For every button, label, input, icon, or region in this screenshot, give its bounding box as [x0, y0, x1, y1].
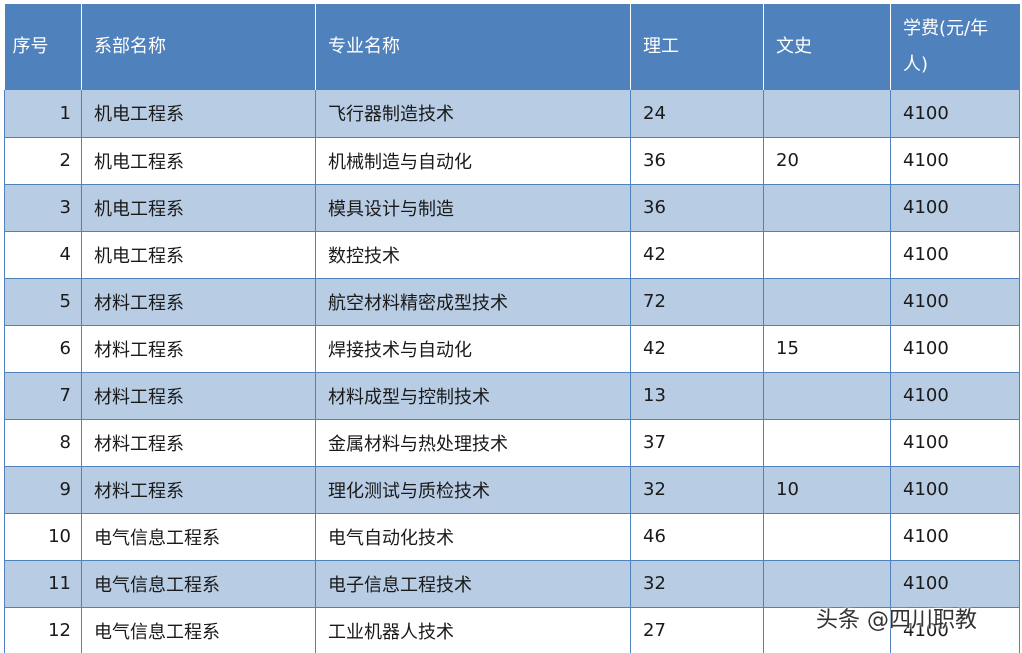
header-department: 系部名称 — [81, 4, 316, 90]
table-header: 序号 系部名称 专业名称 理工 文史 学费(元/年人) — [4, 4, 1020, 90]
cell-arts — [763, 560, 891, 608]
cell-science: 27 — [630, 607, 764, 653]
cell-arts — [763, 231, 891, 279]
enrollment-table: 序号 系部名称 专业名称 理工 文史 学费(元/年人) 1 机电工程系 飞行器制造技… — [4, 4, 1020, 653]
cell-science: 32 — [630, 560, 764, 608]
cell-major: 焊接技术与自动化 — [315, 325, 631, 373]
cell-index: 8 — [4, 419, 82, 467]
cell-arts — [763, 513, 891, 561]
header-fee: 学费(元/年人) — [890, 4, 1020, 90]
cell-arts — [763, 184, 891, 232]
cell-arts — [763, 278, 891, 326]
cell-arts — [763, 90, 891, 138]
cell-major: 航空材料精密成型技术 — [315, 278, 631, 326]
cell-science: 42 — [630, 231, 764, 279]
cell-department: 机电工程系 — [81, 231, 316, 279]
table-row: 3 机电工程系 模具设计与制造 36 4100 — [4, 184, 1020, 232]
cell-index: 10 — [4, 513, 82, 561]
cell-arts — [763, 419, 891, 467]
cell-major: 数控技术 — [315, 231, 631, 279]
table-row: 9 材料工程系 理化测试与质检技术 32 10 4100 — [4, 466, 1020, 514]
table-row: 11 电气信息工程系 电子信息工程技术 32 4100 — [4, 560, 1020, 608]
watermark: 头条 @四川职教 — [816, 608, 977, 633]
table-row: 5 材料工程系 航空材料精密成型技术 72 4100 — [4, 278, 1020, 326]
cell-fee: 4100 — [890, 184, 1020, 232]
cell-fee: 4100 — [890, 325, 1020, 373]
cell-major: 模具设计与制造 — [315, 184, 631, 232]
cell-major: 材料成型与控制技术 — [315, 372, 631, 420]
cell-science: 13 — [630, 372, 764, 420]
table-row: 7 材料工程系 材料成型与控制技术 13 4100 — [4, 372, 1020, 420]
cell-index: 12 — [4, 607, 82, 653]
cell-fee: 4100 — [890, 372, 1020, 420]
cell-index: 11 — [4, 560, 82, 608]
cell-fee: 4100 — [890, 466, 1020, 514]
table-row: 2 机电工程系 机械制造与自动化 36 20 4100 — [4, 137, 1020, 185]
cell-fee: 4100 — [890, 513, 1020, 561]
cell-major: 理化测试与质检技术 — [315, 466, 631, 514]
cell-arts: 20 — [763, 137, 891, 185]
cell-index: 9 — [4, 466, 82, 514]
cell-index: 7 — [4, 372, 82, 420]
cell-fee: 4100 — [890, 231, 1020, 279]
table-row: 6 材料工程系 焊接技术与自动化 42 15 4100 — [4, 325, 1020, 373]
cell-arts — [763, 372, 891, 420]
cell-department: 材料工程系 — [81, 372, 316, 420]
table-body: 1 机电工程系 飞行器制造技术 24 4100 2 机电工程系 机械制造与自动化 36 20 410… — [4, 90, 1020, 653]
cell-science: 36 — [630, 184, 764, 232]
cell-index: 1 — [4, 90, 82, 138]
cell-major: 机械制造与自动化 — [315, 137, 631, 185]
cell-major: 电气自动化技术 — [315, 513, 631, 561]
cell-major: 飞行器制造技术 — [315, 90, 631, 138]
cell-department: 电气信息工程系 — [81, 560, 316, 608]
cell-department: 材料工程系 — [81, 419, 316, 467]
cell-department: 电气信息工程系 — [81, 513, 316, 561]
cell-index: 5 — [4, 278, 82, 326]
table-row: 10 电气信息工程系 电气自动化技术 46 4100 — [4, 513, 1020, 561]
cell-fee: 4100 — [890, 607, 1020, 653]
header-major: 专业名称 — [315, 4, 631, 90]
cell-department: 材料工程系 — [81, 325, 316, 373]
cell-science: 24 — [630, 90, 764, 138]
cell-fee: 4100 — [890, 137, 1020, 185]
table-row: 1 机电工程系 飞行器制造技术 24 4100 — [4, 90, 1020, 138]
cell-science: 32 — [630, 466, 764, 514]
cell-index: 6 — [4, 325, 82, 373]
cell-arts: 15 — [763, 325, 891, 373]
cell-department: 机电工程系 — [81, 90, 316, 138]
table-row: 12 电气信息工程系 工业机器人技术 27 4100 — [4, 607, 1020, 653]
cell-fee: 4100 — [890, 419, 1020, 467]
header-row: 序号 系部名称 专业名称 理工 文史 学费(元/年人) — [4, 4, 1020, 90]
cell-science: 36 — [630, 137, 764, 185]
cell-index: 4 — [4, 231, 82, 279]
cell-arts: 10 — [763, 466, 891, 514]
header-index: 序号 — [4, 4, 82, 90]
cell-major: 金属材料与热处理技术 — [315, 419, 631, 467]
cell-index: 2 — [4, 137, 82, 185]
cell-science: 72 — [630, 278, 764, 326]
header-science: 理工 — [630, 4, 764, 90]
cell-major: 工业机器人技术 — [315, 607, 631, 653]
cell-department: 电气信息工程系 — [81, 607, 316, 653]
cell-index: 3 — [4, 184, 82, 232]
cell-department: 材料工程系 — [81, 466, 316, 514]
cell-department: 机电工程系 — [81, 137, 316, 185]
cell-department: 材料工程系 — [81, 278, 316, 326]
cell-major: 电子信息工程技术 — [315, 560, 631, 608]
table-row: 4 机电工程系 数控技术 42 4100 — [4, 231, 1020, 279]
cell-department: 机电工程系 — [81, 184, 316, 232]
cell-fee: 4100 — [890, 90, 1020, 138]
cell-science: 46 — [630, 513, 764, 561]
header-arts: 文史 — [763, 4, 891, 90]
cell-fee: 4100 — [890, 560, 1020, 608]
table-row: 8 材料工程系 金属材料与热处理技术 37 4100 — [4, 419, 1020, 467]
cell-arts — [763, 607, 891, 653]
cell-fee: 4100 — [890, 278, 1020, 326]
cell-science: 42 — [630, 325, 764, 373]
cell-science: 37 — [630, 419, 764, 467]
